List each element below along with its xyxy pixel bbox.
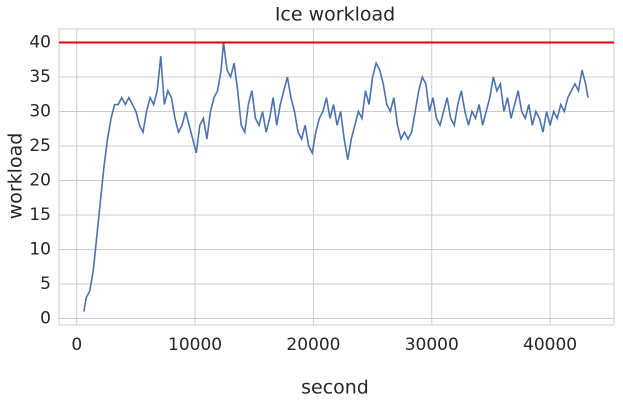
x-tick-label: 0 — [71, 335, 82, 355]
y-tick-label: 20 — [29, 170, 51, 190]
plot-frame — [58, 28, 615, 326]
data-line — [83, 42, 589, 312]
x-axis-label: second — [301, 377, 369, 399]
y-tick-label: 15 — [29, 205, 51, 225]
y-tick-label: 5 — [40, 274, 51, 294]
x-tick-label: 30000 — [405, 335, 459, 355]
y-tick-label: 10 — [29, 239, 51, 259]
x-tick-label: 40000 — [523, 335, 577, 355]
y-tick-label: 0 — [40, 308, 51, 328]
x-tick-label: 20000 — [286, 335, 340, 355]
y-axis-label: workload — [5, 133, 27, 220]
chart-title: Ice workload — [275, 4, 395, 26]
y-tick-label: 40 — [29, 32, 51, 52]
x-tick-label: 10000 — [168, 335, 222, 355]
y-tick-label: 35 — [29, 67, 51, 87]
y-tick-label: 30 — [29, 101, 51, 121]
y-tick-label: 25 — [29, 136, 51, 156]
